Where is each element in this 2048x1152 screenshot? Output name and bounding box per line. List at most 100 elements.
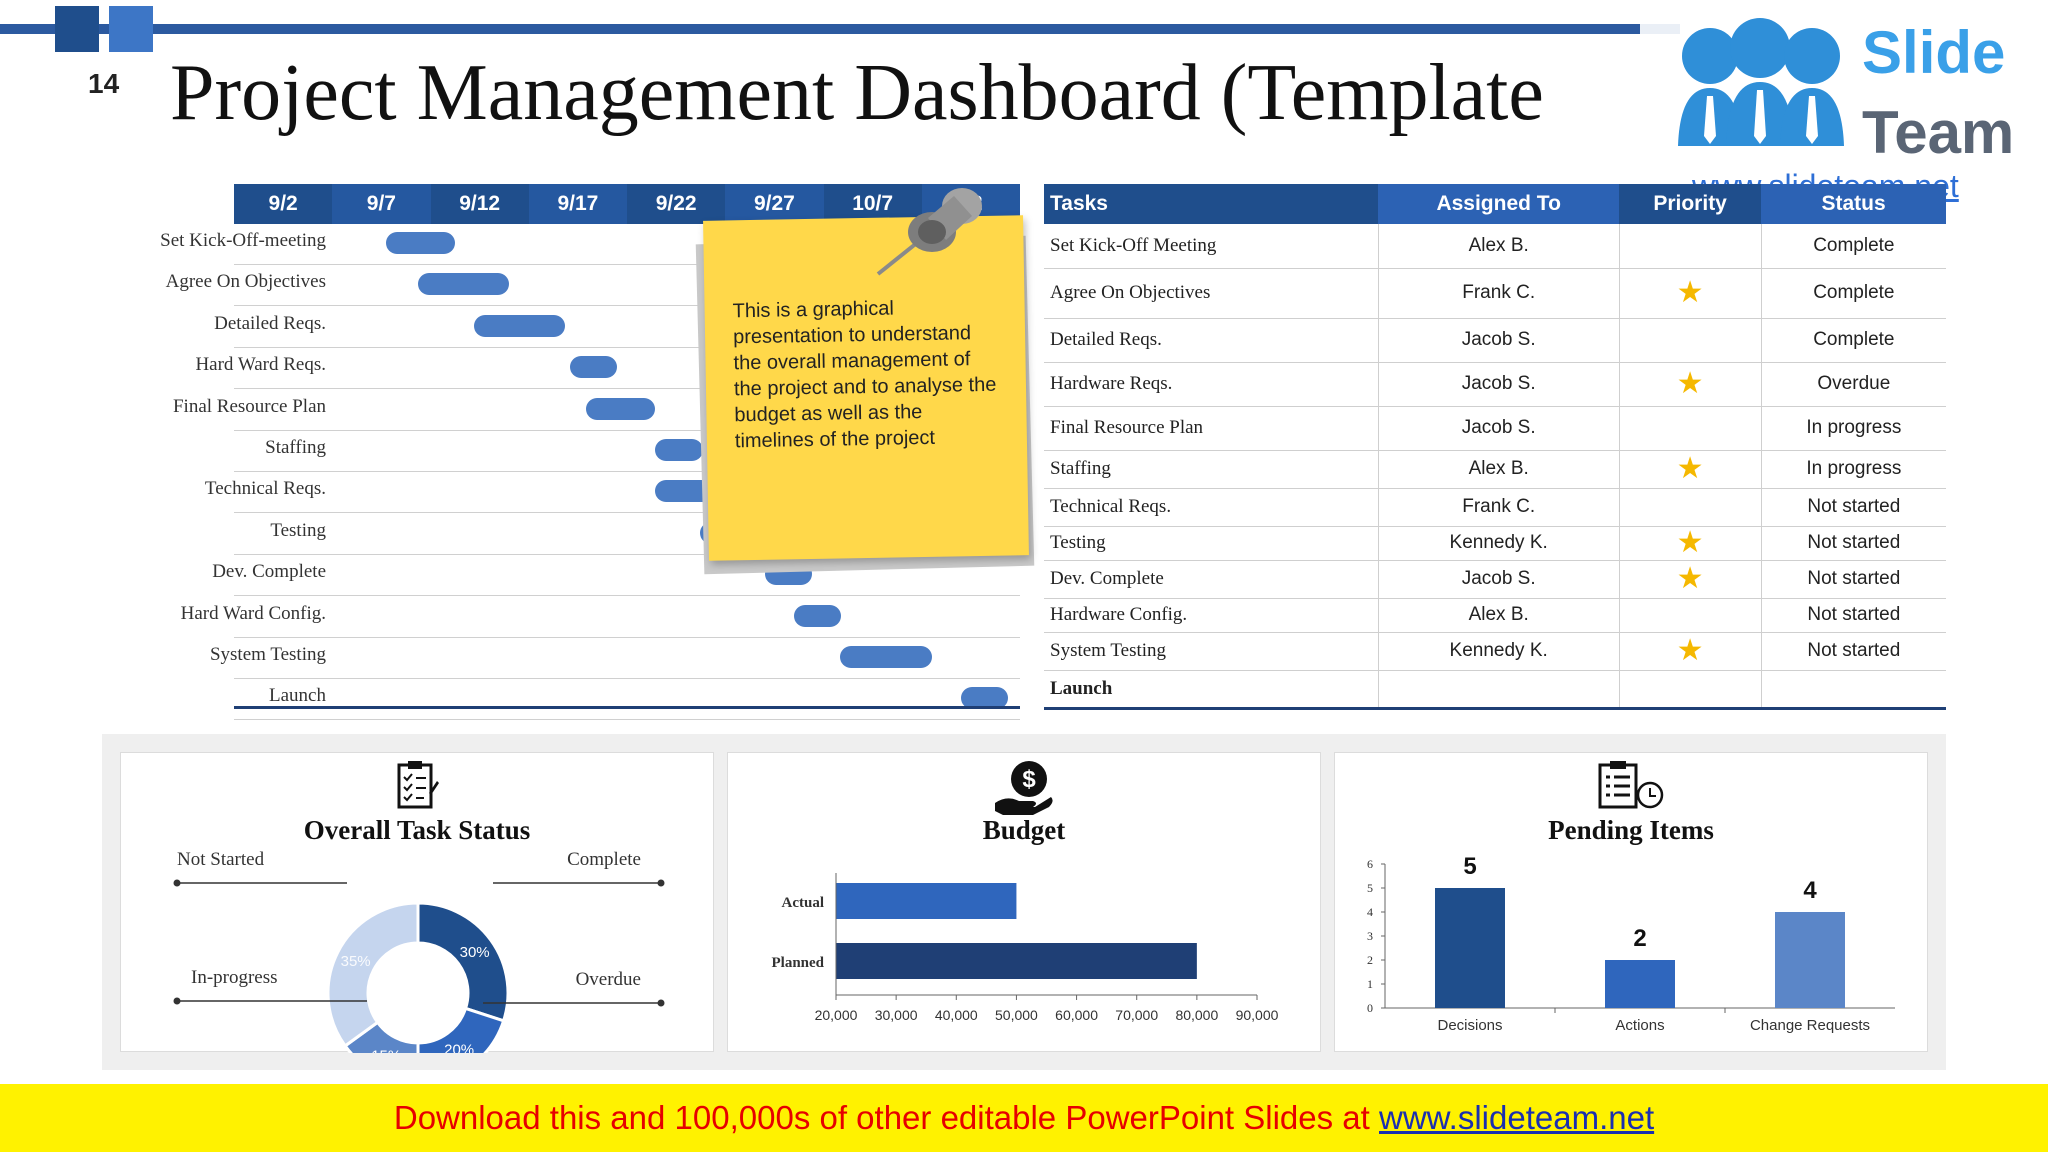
- budget-category-label: Actual: [782, 895, 825, 911]
- table-header-tasks: Tasks: [1044, 184, 1379, 224]
- clipboard-checklist-icon: [397, 761, 439, 809]
- status-cell: Not started: [1761, 632, 1946, 671]
- gantt-row: Hard Ward Config.: [130, 597, 1020, 638]
- assigned-to-cell: Kennedy K.: [1378, 526, 1620, 561]
- status-cell: Overdue: [1761, 362, 1946, 407]
- gantt-row-line: [234, 678, 1020, 679]
- donut-slice: [416, 901, 510, 1023]
- pending-tick-label: 5: [1367, 881, 1373, 895]
- pending-tick-label: 4: [1367, 905, 1373, 919]
- table-row: Final Resource Plan Jacob S. In progress: [1044, 406, 1946, 451]
- table-row: Detailed Reqs. Jacob S. Complete: [1044, 318, 1946, 363]
- gantt-task-bar[interactable]: [386, 232, 456, 254]
- budget-tick-label: 90,000: [1236, 1007, 1279, 1023]
- pending-items-title: Pending Items: [1548, 815, 1714, 845]
- gantt-task-label: System Testing: [209, 644, 326, 665]
- push-pin-icon: [876, 188, 982, 276]
- gantt-task-label: Dev. Complete: [212, 561, 326, 583]
- task-name-cell: Final Resource Plan: [1044, 406, 1379, 451]
- gantt-task-bar[interactable]: [473, 314, 566, 337]
- task-name-cell: Hardware Reqs.: [1044, 362, 1379, 407]
- task-name-cell: Set Kick-Off Meeting: [1044, 224, 1379, 269]
- gantt-task-label: Hard Ward Reqs.: [195, 354, 326, 376]
- task-name-cell: Technical Reqs.: [1044, 488, 1379, 527]
- gantt-task-label: Hard Ward Config.: [180, 602, 326, 624]
- pending-bar: [1605, 960, 1675, 1008]
- gantt-task-bar[interactable]: [961, 687, 1009, 710]
- gantt-task-label: Agree On Objectives: [165, 271, 326, 293]
- donut-value-label: 20%: [444, 1042, 474, 1053]
- gantt-row: Final Resource Plan: [130, 390, 1020, 431]
- gantt-row-line: [234, 264, 1020, 265]
- pending-category-label: Decisions: [1437, 1017, 1502, 1034]
- callout-dot: [657, 879, 665, 887]
- table-row: System Testing Kennedy K. ★ Not started: [1044, 632, 1946, 671]
- priority-cell: [1619, 318, 1762, 363]
- status-cell: Not started: [1761, 560, 1946, 599]
- budget-tick-label: 40,000: [935, 1007, 978, 1023]
- accent-square: [109, 6, 153, 52]
- status-cell: In progress: [1761, 450, 1946, 489]
- gantt-task-bar[interactable]: [585, 397, 655, 420]
- pending-category-label: Actions: [1615, 1017, 1664, 1034]
- slide-number: 14: [88, 68, 120, 99]
- gantt-row-line: [234, 719, 1020, 721]
- status-cell: Not started: [1761, 598, 1946, 633]
- priority-cell: ★: [1619, 560, 1762, 599]
- gantt-task-bar[interactable]: [570, 356, 618, 379]
- task-status-title: Overall Task Status: [303, 815, 531, 845]
- priority-cell: ★: [1619, 450, 1762, 489]
- callout-dot: [657, 999, 665, 1007]
- priority-cell: [1619, 224, 1762, 269]
- gantt-row: System Testing: [130, 638, 1020, 679]
- status-cell: Not started: [1761, 526, 1946, 561]
- footer-link[interactable]: www.slideteam.net: [1379, 1099, 1655, 1136]
- table-row: Testing Kennedy K. ★ Not started: [1044, 526, 1946, 561]
- task-name-cell: Staffing: [1044, 450, 1379, 489]
- gantt-task-bar[interactable]: [794, 604, 842, 627]
- donut-slice: [326, 901, 420, 1048]
- assigned-to-cell: Jacob S.: [1378, 362, 1620, 407]
- gantt-task-bar[interactable]: [655, 439, 703, 461]
- pending-tick-label: 6: [1367, 857, 1373, 871]
- assigned-to-cell: Alex B.: [1378, 598, 1620, 633]
- gantt-date-0: 9/2: [268, 192, 298, 215]
- gantt-date-5: 9/27: [725, 184, 824, 224]
- budget-panel: $ Budget Actual Planned 20,000 30,000 40,000…: [727, 752, 1321, 1052]
- pending-tick-label: 3: [1367, 929, 1373, 943]
- budget-tick-label: 20,000: [815, 1007, 858, 1023]
- pending-category-label: Change Requests: [1750, 1017, 1870, 1034]
- gantt-row-line: [234, 305, 1020, 307]
- sticky-note-text: This is a graphical presentation to unde…: [732, 297, 997, 453]
- download-footer-banner: Download this and 100,000s of other edit…: [0, 1084, 2048, 1152]
- task-name-cell: Testing: [1044, 526, 1379, 561]
- gantt-row: Staffing: [130, 431, 1020, 472]
- donut-legend-label: Complete: [567, 849, 641, 870]
- priority-cell: [1619, 598, 1762, 633]
- callout-dot: [173, 997, 181, 1005]
- status-cell: [1761, 670, 1946, 710]
- gantt-task-label: Final Resource Plan: [172, 395, 326, 417]
- star-icon: ★: [1676, 276, 1704, 309]
- task-table: Tasks Assigned To Priority Status Set Kick-…: [1044, 184, 1946, 710]
- assigned-to-cell: Jacob S.: [1378, 318, 1620, 363]
- priority-cell: [1619, 670, 1762, 710]
- pending-value-label: 2: [1633, 925, 1646, 952]
- gantt-task-label: Staffing: [265, 437, 326, 458]
- pending-value-label: 5: [1463, 853, 1476, 880]
- pending-tick-label: 1: [1367, 977, 1373, 991]
- assigned-to-cell: Alex B.: [1378, 450, 1620, 489]
- task-name-cell: Hardware Config.: [1044, 598, 1379, 633]
- svg-text:$: $: [1022, 766, 1036, 793]
- gantt-baseline: [234, 706, 1020, 709]
- page-title: Project Management Dashboard (Template: [170, 49, 1544, 137]
- star-icon: ★: [1676, 526, 1704, 559]
- gantt-task-bar[interactable]: [417, 273, 510, 296]
- gantt-task-bar[interactable]: [840, 646, 932, 668]
- table-row: Set Kick-Off Meeting Alex B. Complete: [1044, 224, 1946, 269]
- priority-cell: ★: [1619, 362, 1762, 407]
- star-icon: ★: [1676, 562, 1704, 595]
- status-cell: Not started: [1761, 488, 1946, 527]
- task-status-panel: Overall Task Status 30% 20% 15% 35% Complete…: [120, 752, 714, 1053]
